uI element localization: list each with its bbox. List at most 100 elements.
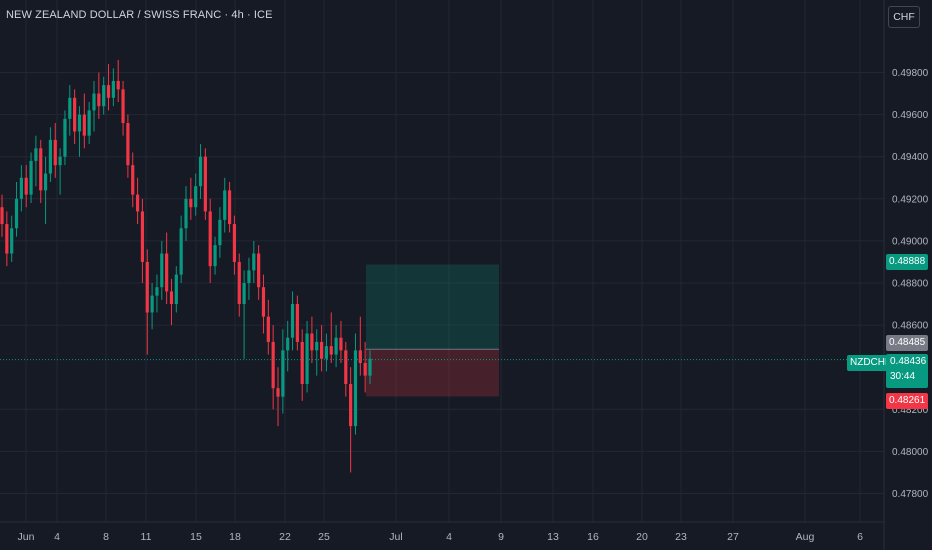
candle-body xyxy=(257,253,261,288)
candle-body xyxy=(92,93,96,111)
loss-zone[interactable] xyxy=(366,349,499,397)
candle-body xyxy=(77,114,82,132)
candle-body xyxy=(82,114,86,136)
time-tick-label: 15 xyxy=(190,531,202,543)
candle-body xyxy=(227,190,232,225)
time-tick-label: Jul xyxy=(389,531,402,543)
time-tick-label: 16 xyxy=(587,531,599,543)
candle-body xyxy=(111,80,115,98)
candle-body xyxy=(194,186,198,208)
time-tick-label: 20 xyxy=(636,531,648,543)
candle-body xyxy=(140,211,145,262)
candle-body xyxy=(97,93,101,107)
candle-body xyxy=(310,333,314,351)
time-tick-label: Aug xyxy=(796,531,815,543)
candle-body xyxy=(358,350,362,363)
time-axis[interactable]: Jun 4 8 11 15 18 22 25 Jul 4 9 13 16 20 23 27 Aug 6 xyxy=(18,531,864,543)
candle-body xyxy=(179,228,183,275)
entry-price-label: 0.48485 xyxy=(886,335,929,351)
candle-body xyxy=(135,194,140,212)
last-price-label: 0.48436 30:44 xyxy=(886,354,928,388)
candle-body xyxy=(261,287,266,317)
candle-body xyxy=(368,358,372,376)
candle-body xyxy=(353,350,358,427)
candle-body xyxy=(218,219,222,246)
time-tick-label: 27 xyxy=(727,531,739,543)
price-tick-label: 0.49000 xyxy=(892,236,929,247)
price-tick-label: 0.48800 xyxy=(892,279,929,290)
chart-grid xyxy=(0,0,884,522)
time-tick-label: 4 xyxy=(54,531,60,543)
candle-body xyxy=(203,156,207,212)
candle-body xyxy=(87,110,91,136)
symbol-label: NZDCHF xyxy=(847,355,895,371)
candle-body xyxy=(252,253,256,271)
candle-body xyxy=(266,316,270,342)
candle-body xyxy=(276,388,280,397)
candle-body xyxy=(184,198,188,229)
candle-body xyxy=(106,85,111,98)
chart-title: NEW ZEALAND DOLLAR / SWISS FRANC · 4h · … xyxy=(6,9,273,21)
candle-body xyxy=(169,291,174,305)
candle-body xyxy=(73,97,77,132)
candle-body xyxy=(344,350,348,385)
candle-body xyxy=(295,304,299,342)
candle-body xyxy=(305,333,309,385)
candle-body xyxy=(315,341,319,351)
candle-body xyxy=(271,341,275,389)
stop-price-label: 0.48261 xyxy=(886,393,929,409)
candle-body xyxy=(39,148,43,191)
price-tick-label: 0.49200 xyxy=(892,194,929,205)
candle-body xyxy=(0,207,4,225)
candle-body xyxy=(290,304,295,338)
candle-body xyxy=(58,156,62,166)
candle-body xyxy=(155,287,159,296)
candle-body xyxy=(281,350,285,397)
candle-body xyxy=(48,139,53,174)
candle-body xyxy=(363,362,367,376)
candle-body xyxy=(34,148,38,161)
profit-zone[interactable] xyxy=(366,264,499,350)
candle-body xyxy=(145,261,149,313)
time-tick-label: 23 xyxy=(675,531,687,543)
time-tick-label: 11 xyxy=(141,531,152,543)
candle-body xyxy=(329,346,333,355)
candle-body xyxy=(286,337,290,351)
candle-body xyxy=(242,283,246,305)
candle-body xyxy=(43,173,48,191)
candle-body xyxy=(339,337,343,351)
candle-body xyxy=(324,346,329,359)
candle-body xyxy=(189,198,193,208)
price-tick-label: 0.48600 xyxy=(892,321,929,332)
candle-body xyxy=(14,198,19,229)
candle-body xyxy=(68,97,72,119)
candle-body xyxy=(319,341,324,359)
candle-body xyxy=(63,118,67,157)
candle-body xyxy=(150,295,154,313)
time-tick-label: 6 xyxy=(857,531,863,543)
currency-button[interactable]: CHF xyxy=(888,6,920,28)
candle-body xyxy=(160,253,164,288)
time-tick-label: 25 xyxy=(318,531,330,543)
target-price-label: 0.48888 xyxy=(886,254,929,270)
candle-body xyxy=(223,190,227,220)
price-tick-label: 0.49400 xyxy=(892,152,929,163)
price-tick-label: 0.48200 xyxy=(892,405,929,416)
time-tick-label: 13 xyxy=(547,531,559,543)
price-axis[interactable]: 0.49800 0.49600 0.49400 0.49200 0.49000 0.488… xyxy=(892,68,929,500)
candle-body xyxy=(349,384,353,427)
candle-body xyxy=(174,274,178,305)
time-tick-label: Jun xyxy=(18,531,35,543)
candle-body xyxy=(53,139,57,166)
candle-body xyxy=(237,261,241,305)
candle-body xyxy=(10,228,14,254)
candle-body xyxy=(102,85,106,107)
time-tick-label: 8 xyxy=(103,531,109,543)
candle-body xyxy=(213,245,217,267)
candle-body xyxy=(126,123,130,166)
candle-body xyxy=(165,253,169,292)
time-tick-label: 9 xyxy=(498,531,504,543)
candle-body xyxy=(5,224,9,254)
candle-body xyxy=(19,177,23,199)
